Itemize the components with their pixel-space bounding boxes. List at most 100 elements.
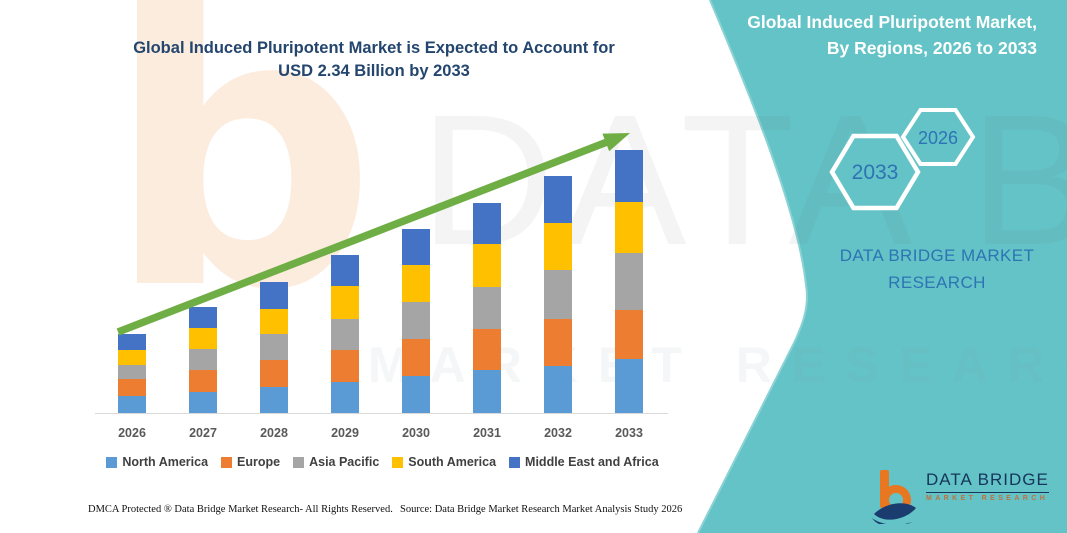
segment-south-america-2026 <box>118 350 146 365</box>
segment-europe-2026 <box>118 379 146 397</box>
x-tick-2027: 2027 <box>189 426 217 440</box>
chart-title: Global Induced Pluripotent Market is Exp… <box>70 37 678 83</box>
segment-north-america-2031 <box>473 370 501 413</box>
bar-2029: 2029 <box>331 254 359 440</box>
segment-south-america-2027 <box>189 327 217 349</box>
x-tick-2029: 2029 <box>331 426 359 440</box>
segment-south-america-2028 <box>260 308 288 335</box>
segment-asia-pacific-2033 <box>615 253 643 310</box>
segment-asia-pacific-2032 <box>544 270 572 319</box>
panel-brand: DATA BRIDGE MARKET RESEARCH <box>828 242 1046 296</box>
segment-asia-pacific-2026 <box>118 364 146 380</box>
x-tick-2026: 2026 <box>118 426 146 440</box>
panel-heading: Global Induced Pluripotent Market, By Re… <box>707 9 1037 61</box>
bar-2026: 2026 <box>118 334 146 440</box>
side-panel-polygon <box>698 0 1067 533</box>
segment-south-america-2030 <box>402 264 430 302</box>
segment-north-america-2033 <box>615 359 643 413</box>
segment-middle-east-and-africa-2026 <box>118 334 146 351</box>
hexagon-2033 <box>829 133 921 211</box>
segment-middle-east-and-africa-2030 <box>402 228 430 265</box>
bar-2027: 2027 <box>189 307 217 440</box>
chart-title-line1: Global Induced Pluripotent Market is Exp… <box>133 39 615 57</box>
hexagon-2026 <box>900 108 976 166</box>
segment-middle-east-and-africa-2028 <box>260 281 288 309</box>
databridge-logo: DATA BRIDGE MARKET RESEARCH <box>872 470 1049 524</box>
segment-middle-east-and-africa-2033 <box>615 150 643 202</box>
legend-label-south-america: South America <box>408 455 497 469</box>
chart-title-line2: USD 2.34 Billion by 2033 <box>278 62 470 80</box>
segment-asia-pacific-2030 <box>402 301 430 339</box>
footer-dmca-text: DMCA Protected ® Data Bridge Market Rese… <box>88 504 393 515</box>
segment-south-america-2033 <box>615 201 643 254</box>
trend-arrow-head <box>602 133 630 152</box>
legend-item-south-america: South America <box>392 455 496 469</box>
databridge-logo-words: DATA BRIDGE MARKET RESEARCH <box>926 470 1049 502</box>
segment-north-america-2032 <box>544 365 572 413</box>
bar-chart: 2026 2027 2028 2029 2030 2031 2032 2033 <box>118 0 643 440</box>
x-tick-2033: 2033 <box>615 426 643 440</box>
segment-south-america-2032 <box>544 223 572 271</box>
legend-label-asia-pacific: Asia Pacific <box>309 455 380 469</box>
x-tick-2031: 2031 <box>473 426 501 440</box>
segment-south-america-2031 <box>473 244 501 288</box>
segment-middle-east-and-africa-2027 <box>189 307 217 328</box>
segment-middle-east-and-africa-2032 <box>544 175 572 224</box>
legend-item-asia-pacific: Asia Pacific <box>293 455 379 469</box>
segment-asia-pacific-2031 <box>473 287 501 329</box>
legend-swatch-europe <box>221 456 233 468</box>
segment-north-america-2029 <box>331 381 359 413</box>
legend-swatch-north-america <box>106 456 118 468</box>
legend-label-europe: Europe <box>237 455 281 469</box>
trend-arrow-line <box>116 138 609 336</box>
segment-middle-east-and-africa-2031 <box>473 202 501 245</box>
segment-europe-2027 <box>189 370 217 392</box>
side-panel-edge-highlight <box>697 0 808 533</box>
legend-label-north-america: North America <box>122 455 209 469</box>
segment-asia-pacific-2028 <box>260 334 288 361</box>
segment-north-america-2026 <box>118 396 146 413</box>
hexagon-2033-label: 2033 <box>852 161 899 184</box>
databridge-logo-name: DATA BRIDGE <box>926 470 1049 493</box>
segment-asia-pacific-2029 <box>331 318 359 351</box>
x-axis-line <box>95 413 668 414</box>
segment-middle-east-and-africa-2029 <box>331 254 359 286</box>
panel-brand-line1: DATA BRIDGE MARKET <box>839 246 1035 265</box>
bar-2030: 2030 <box>402 228 430 440</box>
x-tick-2032: 2032 <box>544 426 572 440</box>
segment-south-america-2029 <box>331 286 359 319</box>
databridge-logo-icon <box>872 470 916 524</box>
segment-asia-pacific-2027 <box>189 348 217 371</box>
segment-europe-2033 <box>615 309 643 360</box>
footer-source-text: Source: Data Bridge Market Research Mark… <box>400 504 683 515</box>
hexagon-2026-label: 2026 <box>918 128 958 148</box>
bar-2028: 2028 <box>260 281 288 440</box>
segment-europe-2029 <box>331 350 359 382</box>
trend-arrow <box>116 133 630 336</box>
segment-europe-2031 <box>473 328 501 371</box>
legend-swatch-asia-pacific <box>293 456 305 468</box>
databridge-logo-sub: MARKET RESEARCH <box>926 495 1049 502</box>
panel-heading-line1: Global Induced Pluripotent Market, <box>747 12 1037 32</box>
legend-item-north-america: North America <box>106 455 208 469</box>
legend-label-middle-east-and-africa: Middle East and Africa <box>525 455 659 469</box>
legend-item-europe: Europe <box>221 455 280 469</box>
segment-north-america-2027 <box>189 391 217 413</box>
legend-swatch-middle-east-and-africa <box>509 456 521 468</box>
bar-2033: 2033 <box>615 150 643 440</box>
legend-swatch-south-america <box>392 456 404 468</box>
panel-heading-line2: By Regions, 2026 to 2033 <box>826 38 1037 58</box>
segment-europe-2028 <box>260 360 288 388</box>
chart-legend: North America Europe Asia Pacific South Ame… <box>95 455 670 469</box>
panel-brand-line2: RESEARCH <box>888 273 986 292</box>
segment-north-america-2030 <box>402 375 430 413</box>
segment-north-america-2028 <box>260 387 288 413</box>
legend-item-middle-east-and-africa: Middle East and Africa <box>509 455 659 469</box>
x-tick-2030: 2030 <box>402 426 430 440</box>
segment-europe-2032 <box>544 318 572 366</box>
segment-europe-2030 <box>402 338 430 376</box>
bar-2031: 2031 <box>473 202 501 440</box>
hexagon-badges: 2033 2026 <box>829 108 976 211</box>
